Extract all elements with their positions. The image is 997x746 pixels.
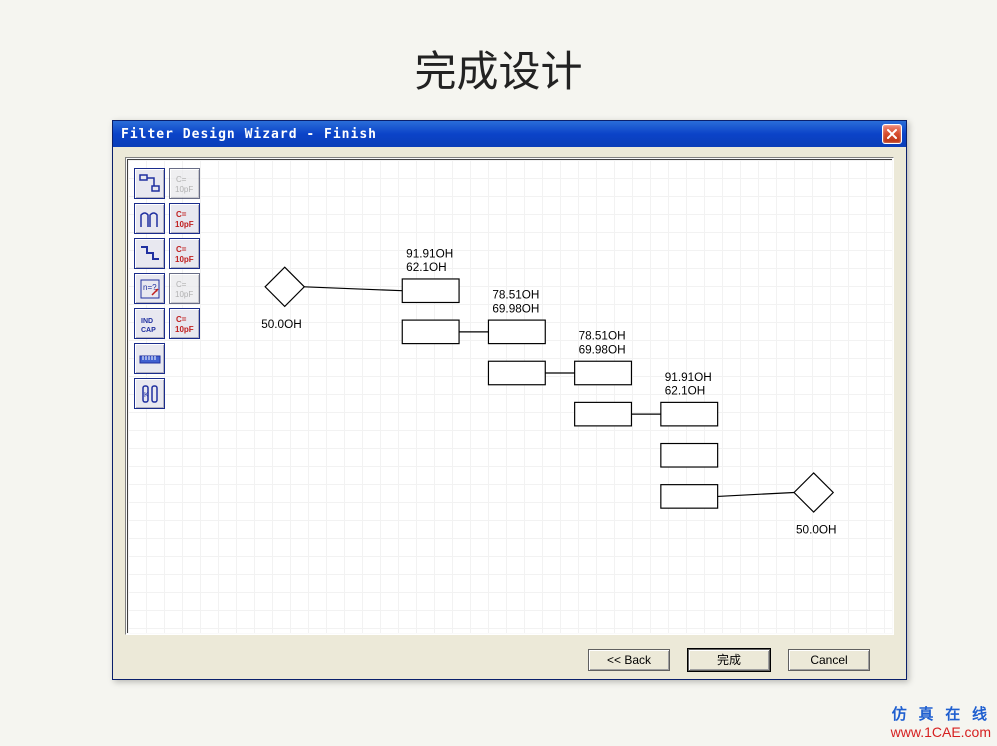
- svg-text:78.51OH: 78.51OH: [492, 289, 539, 302]
- svg-text:62.1OH: 62.1OH: [665, 385, 706, 398]
- cancel-button[interactable]: Cancel: [788, 649, 870, 671]
- watermark: 仿 真 在 线 www.1CAE.com: [891, 703, 991, 740]
- page-title: 完成设计: [0, 0, 997, 121]
- canvas: C=10pFC=10pFC=10pFn=?C=10pFINDCAPC=10pFK…: [127, 159, 892, 633]
- svg-text:69.98OH: 69.98OH: [492, 302, 539, 315]
- svg-text:69.98OH: 69.98OH: [579, 343, 626, 356]
- svg-text:62.1OH: 62.1OH: [406, 261, 447, 274]
- wizard-window: Filter Design Wizard - Finish C=10pFC=10…: [112, 120, 907, 680]
- svg-text:50.0OH: 50.0OH: [796, 524, 837, 537]
- window-title: Filter Design Wizard - Finish: [121, 127, 377, 142]
- svg-text:78.51OH: 78.51OH: [579, 330, 626, 343]
- titlebar[interactable]: Filter Design Wizard - Finish: [113, 121, 906, 147]
- back-button[interactable]: << Back: [588, 649, 670, 671]
- filter-diagram: 50.0OH91.91OH62.1OH78.51OH69.98OH78.51OH…: [128, 160, 892, 633]
- watermark-cn: 仿 真 在 线: [891, 703, 991, 724]
- watermark-url: www.1CAE.com: [891, 724, 991, 740]
- canvas-panel: C=10pFC=10pFC=10pFn=?C=10pFINDCAPC=10pFK…: [125, 157, 894, 635]
- window-body: C=10pFC=10pFC=10pFn=?C=10pFINDCAPC=10pFK…: [117, 151, 902, 641]
- button-bar: << Back 完成 Cancel: [117, 645, 902, 675]
- svg-text:91.91OH: 91.91OH: [406, 247, 453, 260]
- close-button[interactable]: [882, 124, 902, 144]
- svg-text:50.0OH: 50.0OH: [261, 318, 302, 331]
- finish-button[interactable]: 完成: [688, 649, 770, 671]
- svg-text:91.91OH: 91.91OH: [665, 371, 712, 384]
- close-icon: [886, 128, 898, 140]
